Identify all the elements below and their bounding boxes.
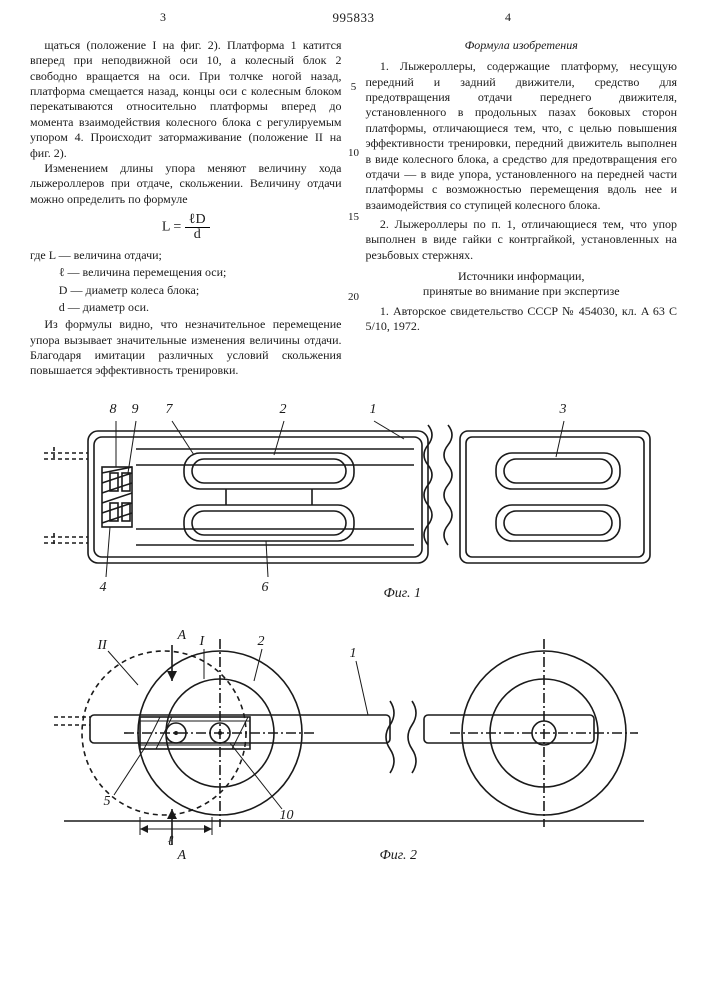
figure-label: 8 [110, 401, 117, 419]
figure-label: 1 [350, 645, 357, 663]
figure-label: I [200, 633, 205, 651]
formula-lhs: L = [162, 220, 181, 235]
figure-label: 10 [280, 807, 294, 825]
paragraph: Изменением длины упора меняют величину х… [30, 161, 342, 207]
figure-label: 6 [262, 579, 269, 597]
figure-label: 2 [280, 401, 287, 419]
claim-paragraph: 2. Лыжероллеры по п. 1, отличающиеся тем… [366, 217, 678, 263]
left-column: щаться (положение I на фиг. 2). Платформ… [30, 38, 342, 379]
figure-label: 9 [132, 401, 139, 419]
references-title: Источники информации, принятые во вниман… [366, 269, 678, 300]
where-intro: где [30, 248, 46, 262]
line-number: 20 [348, 290, 359, 304]
figure-label: A [178, 627, 187, 645]
right-column: Формула изобретения 1. Лыжероллеры, соде… [366, 38, 678, 379]
figure-label: ℓ [168, 833, 174, 851]
where-line: ℓ — величина перемещения оси; [30, 265, 342, 280]
reference-item: 1. Авторское свидетельство СССР № 454030… [366, 304, 678, 335]
line-number: 5 [351, 80, 357, 94]
figure-label: A [178, 847, 187, 865]
formula-numerator: ℓD [185, 213, 210, 228]
formula: L = ℓD d [30, 213, 342, 242]
where-line: D — диаметр колеса блока; [30, 283, 342, 298]
figures-block: 8 9 7 2 1 3 4 6 Фиг. 1 [30, 395, 677, 881]
figure-2: II A I 2 1 5 10 ℓ A Фиг. 2 [44, 621, 664, 881]
figure-label: 4 [100, 579, 107, 597]
figure-label: 2 [258, 633, 265, 651]
claims-title: Формула изобретения [366, 38, 678, 53]
figure-label: 1 [370, 401, 377, 419]
figure-1: 8 9 7 2 1 3 4 6 Фиг. 1 [44, 395, 664, 605]
figure-caption: Фиг. 1 [384, 585, 422, 603]
figure-caption: Фиг. 2 [380, 847, 418, 865]
column-number-left: 3 [160, 10, 166, 25]
figure-label: 7 [166, 401, 173, 419]
where-item: L — величина отдачи; [49, 248, 162, 262]
figure-label: 3 [560, 401, 567, 419]
claim-paragraph: 1. Лыжероллеры, содержащие платформу, не… [366, 59, 678, 213]
figure-label: II [98, 637, 107, 655]
paragraph: Из формулы видно, что незначительное пер… [30, 317, 342, 378]
column-number-right: 4 [505, 10, 511, 25]
paragraph: щаться (положение I на фиг. 2). Платформ… [30, 38, 342, 161]
patent-number: 995833 [333, 10, 375, 27]
line-number: 15 [348, 210, 359, 224]
figure-label: 5 [104, 793, 111, 811]
formula-denominator: d [185, 228, 210, 242]
where-line: d — диаметр оси. [30, 300, 342, 315]
line-number: 10 [348, 146, 359, 160]
where-line: где L — величина отдачи; [30, 248, 342, 263]
figure-1-svg [44, 395, 664, 585]
